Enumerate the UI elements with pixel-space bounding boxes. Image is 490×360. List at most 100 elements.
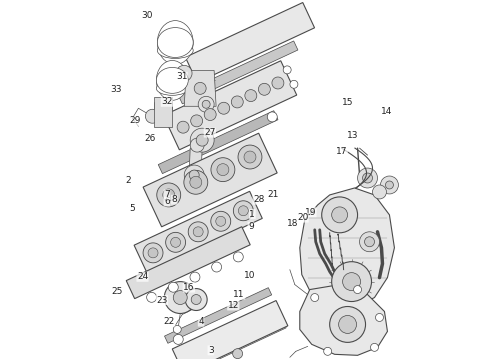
Polygon shape <box>185 3 315 82</box>
Text: 31: 31 <box>176 72 187 81</box>
Circle shape <box>185 289 207 310</box>
Circle shape <box>193 227 203 237</box>
Circle shape <box>245 90 257 102</box>
Circle shape <box>190 128 214 152</box>
Circle shape <box>343 273 361 291</box>
Text: 13: 13 <box>346 131 358 140</box>
Polygon shape <box>196 108 212 136</box>
Ellipse shape <box>157 28 193 58</box>
Text: 28: 28 <box>253 195 264 204</box>
Circle shape <box>365 237 374 247</box>
Text: 7: 7 <box>164 190 170 199</box>
Circle shape <box>267 112 277 122</box>
Circle shape <box>168 282 178 292</box>
Polygon shape <box>184 71 216 106</box>
Text: 1: 1 <box>249 210 255 219</box>
Text: 22: 22 <box>164 317 175 326</box>
Circle shape <box>330 306 366 342</box>
Text: 16: 16 <box>183 283 195 292</box>
Polygon shape <box>189 148 202 172</box>
Circle shape <box>358 168 377 188</box>
Text: 11: 11 <box>233 290 245 299</box>
Text: 25: 25 <box>111 287 123 296</box>
Circle shape <box>290 80 298 88</box>
Circle shape <box>322 197 358 233</box>
Circle shape <box>212 262 221 272</box>
Text: 32: 32 <box>161 97 172 106</box>
Circle shape <box>283 66 291 74</box>
Polygon shape <box>126 227 250 299</box>
Text: 5: 5 <box>129 204 135 213</box>
Text: 8: 8 <box>172 195 177 204</box>
Ellipse shape <box>156 60 188 100</box>
Text: 12: 12 <box>227 301 239 310</box>
Circle shape <box>146 109 159 123</box>
Text: 29: 29 <box>129 116 141 125</box>
Text: 10: 10 <box>244 270 256 279</box>
Ellipse shape <box>157 21 193 64</box>
Circle shape <box>177 121 189 133</box>
Polygon shape <box>143 133 277 227</box>
Circle shape <box>244 151 256 163</box>
Text: 27: 27 <box>204 128 216 137</box>
Circle shape <box>238 206 248 216</box>
Polygon shape <box>182 314 286 360</box>
Circle shape <box>218 102 230 114</box>
Circle shape <box>163 189 175 201</box>
Circle shape <box>216 216 226 226</box>
Circle shape <box>198 96 214 112</box>
Polygon shape <box>300 285 388 355</box>
Circle shape <box>188 222 208 242</box>
Circle shape <box>184 170 208 194</box>
Circle shape <box>196 134 208 146</box>
Text: 6: 6 <box>164 197 170 206</box>
Circle shape <box>375 314 384 321</box>
Circle shape <box>233 201 253 221</box>
Circle shape <box>173 291 187 305</box>
Circle shape <box>191 294 201 305</box>
Circle shape <box>194 82 206 94</box>
Text: 18: 18 <box>287 219 298 228</box>
Circle shape <box>339 315 357 333</box>
Ellipse shape <box>157 42 193 58</box>
Text: 24: 24 <box>137 272 148 281</box>
Circle shape <box>202 100 210 108</box>
Text: 9: 9 <box>248 222 254 231</box>
Text: 20: 20 <box>297 213 308 222</box>
Circle shape <box>211 211 231 231</box>
Text: 26: 26 <box>144 134 155 143</box>
Text: 15: 15 <box>342 98 353 107</box>
Circle shape <box>164 282 196 314</box>
Circle shape <box>184 165 204 185</box>
Circle shape <box>238 145 262 169</box>
Circle shape <box>176 65 192 81</box>
Polygon shape <box>158 111 278 174</box>
Polygon shape <box>134 191 262 272</box>
Text: 4: 4 <box>198 317 204 326</box>
Text: 2: 2 <box>125 176 131 185</box>
Circle shape <box>157 183 181 207</box>
Circle shape <box>143 243 163 263</box>
Text: 21: 21 <box>268 190 279 199</box>
Circle shape <box>380 176 398 194</box>
Text: 14: 14 <box>381 107 392 116</box>
Ellipse shape <box>156 67 188 93</box>
Circle shape <box>233 349 243 359</box>
Text: 30: 30 <box>142 11 153 20</box>
Text: 19: 19 <box>305 208 316 217</box>
Circle shape <box>189 170 199 180</box>
Circle shape <box>173 325 181 333</box>
Circle shape <box>370 343 378 351</box>
Circle shape <box>233 252 243 262</box>
Circle shape <box>354 285 362 293</box>
Circle shape <box>190 272 200 282</box>
Polygon shape <box>172 301 288 360</box>
Circle shape <box>363 173 372 183</box>
Polygon shape <box>154 97 172 127</box>
Text: 23: 23 <box>156 296 168 305</box>
Circle shape <box>171 237 181 247</box>
Circle shape <box>191 115 203 127</box>
Circle shape <box>372 185 387 199</box>
Polygon shape <box>300 188 394 307</box>
Circle shape <box>332 262 371 302</box>
